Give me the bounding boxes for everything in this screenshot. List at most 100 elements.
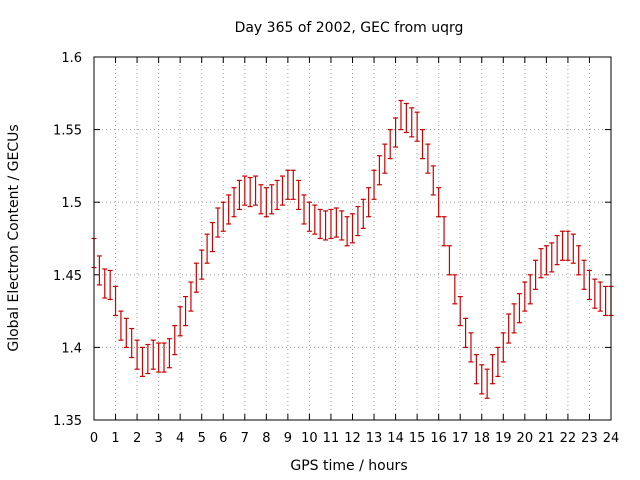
- data-point: [490, 354, 496, 385]
- data-point: [522, 281, 528, 312]
- data-point: [107, 269, 113, 301]
- x-tick-label: 9: [284, 431, 292, 446]
- data-point: [193, 262, 199, 293]
- data-point: [269, 184, 275, 215]
- data-point: [533, 259, 539, 290]
- x-tick-label: 15: [409, 431, 426, 446]
- x-tick-label: 14: [387, 431, 404, 446]
- data-point: [382, 143, 388, 174]
- data-point: [247, 176, 253, 208]
- data-point: [102, 268, 108, 299]
- data-point: [430, 165, 436, 196]
- data-point: [506, 313, 512, 344]
- y-tick-label: 1.5: [61, 196, 82, 211]
- data-point: [253, 175, 259, 206]
- x-tick-label: 5: [198, 431, 206, 446]
- data-point: [215, 207, 221, 238]
- x-tick-label: 7: [241, 431, 249, 446]
- data-point: [393, 117, 399, 148]
- x-tick-label: 1: [111, 431, 119, 446]
- data-point: [301, 194, 307, 225]
- data-point: [172, 325, 178, 356]
- data-point: [231, 187, 237, 218]
- x-tick-label: 16: [430, 431, 447, 446]
- data-point: [129, 327, 135, 359]
- data-point: [360, 198, 366, 229]
- data-point: [570, 233, 576, 264]
- x-tick-label: 19: [495, 431, 512, 446]
- y-axis-label: Global Electron Content / GECUs: [6, 124, 22, 351]
- data-point: [441, 216, 447, 247]
- data-point: [263, 187, 269, 218]
- data-point: [285, 169, 291, 200]
- y-tick-label: 1.35: [53, 414, 82, 429]
- data-point: [495, 346, 501, 378]
- data-point: [344, 216, 350, 247]
- data-point: [457, 295, 463, 327]
- data-point: [139, 346, 145, 378]
- data-point: [560, 230, 566, 261]
- x-tick-label: 3: [154, 431, 162, 446]
- data-point: [333, 207, 339, 238]
- data-point: [166, 338, 172, 369]
- data-point: [414, 111, 420, 142]
- data-point: [527, 274, 533, 305]
- data-point: [323, 210, 329, 241]
- data-point: [156, 342, 162, 373]
- data-point: [398, 99, 404, 131]
- data-point: [586, 269, 592, 301]
- data-point: [484, 368, 490, 399]
- data-point: [554, 234, 560, 266]
- data-point: [371, 169, 377, 200]
- data-point: [204, 233, 210, 264]
- data-point: [403, 102, 409, 134]
- data-point: [183, 295, 189, 327]
- data-point: [209, 221, 215, 253]
- x-tick-label: 4: [176, 431, 184, 446]
- y-tick-label: 1.4: [61, 341, 82, 356]
- x-tick-label: 22: [560, 431, 577, 446]
- x-tick-label: 2: [133, 431, 141, 446]
- data-point: [425, 143, 431, 174]
- data-point: [446, 245, 452, 276]
- data-point: [134, 339, 140, 370]
- x-tick-label: 18: [473, 431, 490, 446]
- data-point: [242, 175, 248, 206]
- data-point: [500, 332, 506, 363]
- x-tick-label: 8: [262, 431, 270, 446]
- data-point: [576, 245, 582, 276]
- data-point: [543, 245, 549, 276]
- data-point: [150, 339, 156, 370]
- data-point: [96, 255, 102, 286]
- data-point: [306, 201, 312, 232]
- data-point: [145, 343, 151, 375]
- x-tick-label: 11: [323, 431, 340, 446]
- data-point: [355, 205, 361, 237]
- data-point: [592, 278, 598, 309]
- data-point: [463, 317, 469, 348]
- x-tick-label: 12: [344, 431, 361, 446]
- x-tick-label: 13: [366, 431, 383, 446]
- data-point: [317, 208, 323, 240]
- data-point: [409, 107, 415, 138]
- data-point: [188, 281, 194, 312]
- data-point: [479, 364, 485, 395]
- data-point: [452, 274, 458, 305]
- data-point: [339, 210, 345, 241]
- data-point: [420, 129, 426, 160]
- data-point: [549, 242, 555, 273]
- data-point: [328, 208, 334, 240]
- x-tick-label: 24: [603, 431, 620, 446]
- y-tick-label: 1.55: [53, 124, 82, 139]
- data-point: [511, 303, 517, 334]
- data-point: [113, 285, 119, 317]
- data-point: [565, 230, 571, 261]
- data-point: [118, 310, 124, 341]
- chart-title: Day 365 of 2002, GEC from uqrg: [235, 20, 464, 36]
- series-error-bars: [91, 99, 614, 399]
- x-tick-label: 0: [90, 431, 98, 446]
- y-tick-label: 1.6: [61, 51, 82, 66]
- data-point: [199, 249, 205, 280]
- data-point: [279, 175, 285, 206]
